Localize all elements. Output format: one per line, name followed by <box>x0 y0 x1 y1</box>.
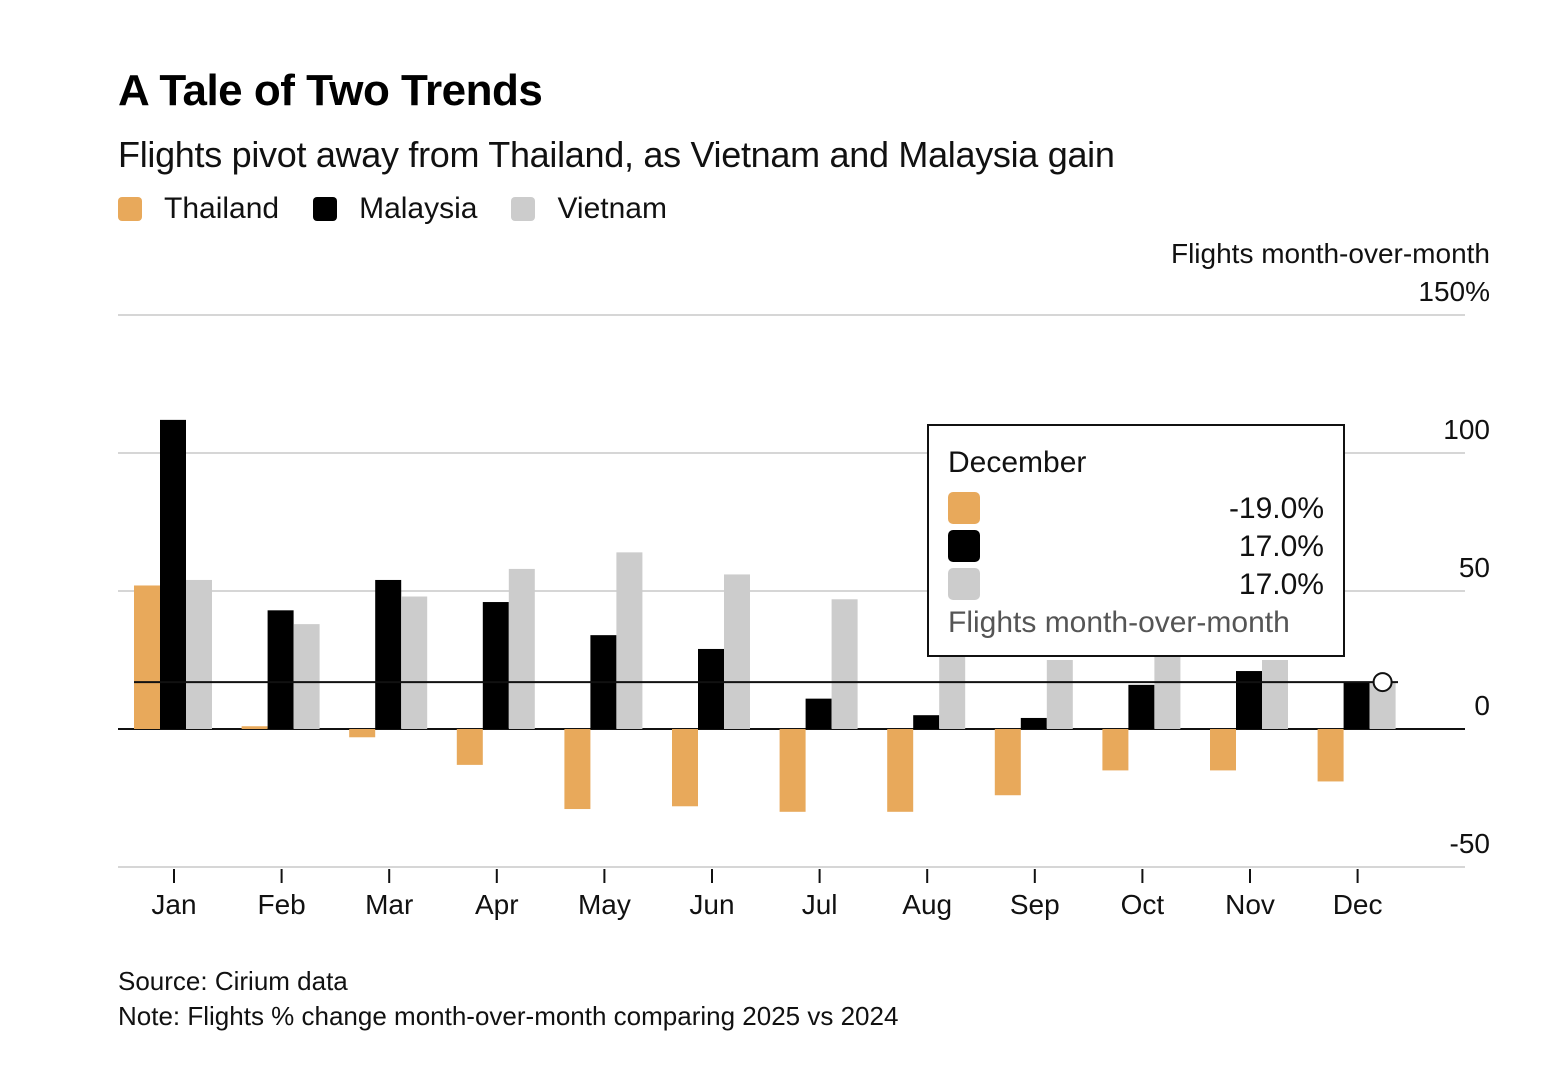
legend-label-thailand: Thailand <box>164 192 280 225</box>
legend-swatch-malaysia <box>313 197 338 221</box>
tooltip-row-vietnam: 17.0% <box>948 568 1324 601</box>
bar-malaysia-aug[interactable] <box>913 715 940 729</box>
legend-label-vietnam: Vietnam <box>557 192 667 225</box>
bar-thailand-jan[interactable] <box>134 585 160 729</box>
x-tick-label-may: May <box>578 889 631 920</box>
y-axis-title: Flights month-over-month <box>1171 238 1490 269</box>
bar-vietnam-feb[interactable] <box>293 624 320 729</box>
tooltip-value-malaysia: 17.0% <box>1238 530 1324 563</box>
bar-thailand-mar[interactable] <box>349 729 376 738</box>
bar-thailand-dec[interactable] <box>1317 729 1344 782</box>
hover-tooltip: December -19.0% 17.0% 17.0% Flights mont… <box>927 424 1345 657</box>
y-tick-label-50: 50 <box>1459 552 1490 583</box>
bar-thailand-sep[interactable] <box>994 729 1021 796</box>
legend-label-malaysia: Malaysia <box>359 192 478 225</box>
x-tick-label-jul: Jul <box>802 889 838 920</box>
bar-vietnam-mar[interactable] <box>401 596 428 729</box>
tooltip-unit-label: Flights month-over-month <box>948 606 1290 639</box>
bar-thailand-apr[interactable] <box>456 729 483 765</box>
chart-legend: Thailand Malaysia Vietnam <box>118 192 701 226</box>
tooltip-title: December <box>948 446 1087 479</box>
legend-swatch-vietnam <box>511 197 536 221</box>
x-tick-label-feb: Feb <box>257 889 305 920</box>
bar-vietnam-apr[interactable] <box>508 568 535 729</box>
bar-thailand-jul[interactable] <box>779 729 806 812</box>
tooltip-row-malaysia: 17.0% <box>948 530 1324 563</box>
bar-thailand-jun[interactable] <box>672 729 698 807</box>
reference-overlay <box>134 672 1398 693</box>
bar-vietnam-may[interactable] <box>616 552 643 729</box>
source-note: Source: Cirium data <box>118 966 348 996</box>
bar-malaysia-jan[interactable] <box>160 419 186 729</box>
tooltip-value-vietnam: 17.0% <box>1238 568 1324 601</box>
legend-swatch-thailand <box>118 197 142 221</box>
bar-vietnam-nov[interactable] <box>1262 660 1288 729</box>
y-tick-label-150: 150% <box>1418 276 1490 307</box>
bar-malaysia-feb[interactable] <box>267 610 294 729</box>
footnote: Note: Flights % change month-over-month … <box>118 1001 899 1031</box>
bar-malaysia-nov[interactable] <box>1236 671 1262 729</box>
chart-title: A Tale of Two Trends <box>118 66 543 115</box>
x-tick-label-nov: Nov <box>1225 889 1275 920</box>
y-tick-label-neg50: -50 <box>1450 828 1490 859</box>
x-tick-label-sep: Sep <box>1010 889 1060 920</box>
tooltip-value-thailand: -19.0% <box>1228 492 1324 525</box>
bar-vietnam-oct[interactable] <box>1154 651 1181 729</box>
bars <box>134 419 1396 812</box>
tooltip-row-thailand: -19.0% <box>948 492 1324 525</box>
bar-thailand-nov[interactable] <box>1210 729 1236 771</box>
x-axis: Jan Feb Mar Apr May Jun Jul Aug Sep Oct Nov Dec <box>151 869 1382 920</box>
bar-malaysia-oct[interactable] <box>1128 684 1155 729</box>
bar-thailand-feb[interactable] <box>241 726 268 729</box>
x-tick-label-jan: Jan <box>151 889 196 920</box>
legend-item-thailand[interactable]: Thailand <box>118 192 279 226</box>
hover-marker[interactable] <box>1372 672 1393 693</box>
tooltip-swatch-thailand <box>948 492 980 524</box>
bar-malaysia-mar[interactable] <box>375 579 402 729</box>
tooltip-swatch-vietnam <box>948 568 980 600</box>
bar-malaysia-sep[interactable] <box>1020 717 1047 729</box>
legend-item-malaysia[interactable]: Malaysia <box>313 192 477 226</box>
x-tick-label-mar: Mar <box>365 889 413 920</box>
bar-malaysia-apr[interactable] <box>482 602 509 729</box>
x-tick-label-aug: Aug <box>902 889 952 920</box>
bar-malaysia-jul[interactable] <box>805 698 832 729</box>
bar-vietnam-jul[interactable] <box>831 599 858 729</box>
x-tick-label-jun: Jun <box>689 889 734 920</box>
y-axis-labels: -50 0 50 100 150% <box>1418 276 1490 859</box>
chart-subtitle: Flights pivot away from Thailand, as Vie… <box>118 134 1115 175</box>
bar-vietnam-jan[interactable] <box>186 579 212 729</box>
bar-vietnam-sep[interactable] <box>1046 660 1073 729</box>
x-tick-label-apr: Apr <box>475 889 519 920</box>
y-tick-label-0: 0 <box>1474 690 1490 721</box>
bar-vietnam-jun[interactable] <box>724 574 750 729</box>
x-tick-label-oct: Oct <box>1121 889 1165 920</box>
bar-malaysia-jun[interactable] <box>698 648 724 729</box>
bar-thailand-oct[interactable] <box>1102 729 1129 771</box>
y-tick-label-100: 100 <box>1443 414 1490 445</box>
legend-item-vietnam[interactable]: Vietnam <box>511 192 667 226</box>
bar-thailand-may[interactable] <box>564 729 591 810</box>
tooltip-swatch-malaysia <box>948 530 980 562</box>
bar-vietnam-aug[interactable] <box>939 646 966 729</box>
bar-thailand-aug[interactable] <box>887 729 914 812</box>
x-tick-label-dec: Dec <box>1333 889 1383 920</box>
bar-malaysia-dec[interactable] <box>1343 682 1370 729</box>
